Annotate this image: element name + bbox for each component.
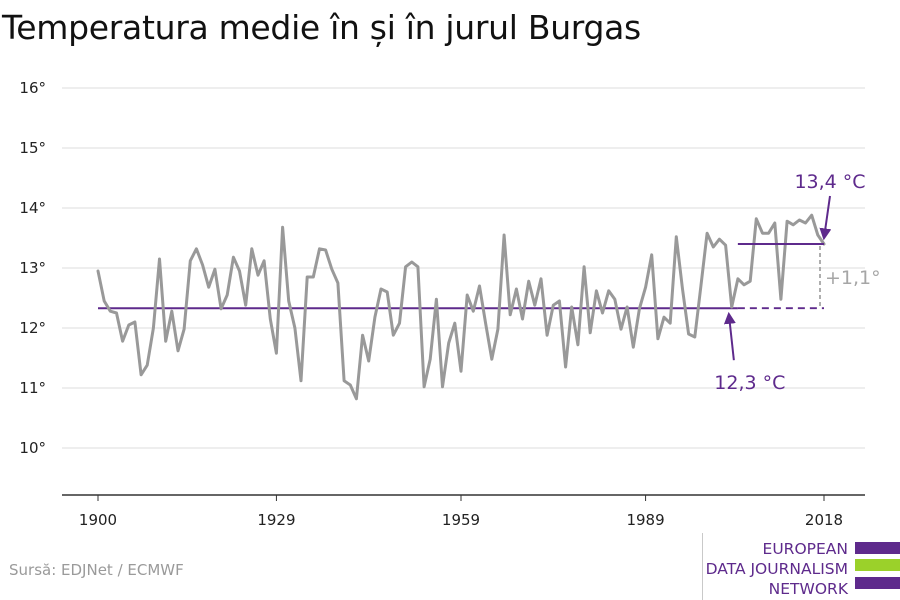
difference-label: +1,1° xyxy=(825,267,881,289)
y-tick-label-13: 13° xyxy=(19,259,46,277)
logo-bar-bottom xyxy=(855,577,900,589)
logo-bar-middle xyxy=(855,559,900,571)
logo-bar-top xyxy=(855,542,900,554)
logo-text: EUROPEAN DATA JOURNALISM NETWORK xyxy=(706,539,848,599)
y-tick-label-14: 14° xyxy=(19,199,46,217)
annotations: +1,1° 12,3 °C 13,4 °C xyxy=(714,171,880,394)
x-tick-label-2018: 2018 xyxy=(805,511,843,529)
temperature-line xyxy=(96,213,826,401)
source-note: Sursă: EDJNet / ECMWF xyxy=(9,561,184,579)
y-tick-label-12: 12° xyxy=(19,319,46,337)
y-tick-label-15: 15° xyxy=(19,139,46,157)
x-tick-label-1989: 1989 xyxy=(626,511,664,529)
y-axis: 10° 11° 12° 13° 14° 15° 16° xyxy=(19,79,46,457)
logo-line-3: NETWORK xyxy=(768,580,848,598)
series-layer xyxy=(96,213,826,401)
logo-line-2: DATA JOURNALISM xyxy=(705,560,848,578)
y-tick-label-11: 11° xyxy=(19,379,46,397)
edjnet-logo: EUROPEAN DATA JOURNALISM NETWORK xyxy=(700,533,900,600)
x-tick-label-1929: 1929 xyxy=(257,511,295,529)
recent-value-label: 13,4 °C xyxy=(794,171,865,193)
logo-divider xyxy=(702,533,703,600)
x-axis: 1900 1929 1959 1989 2018 xyxy=(62,494,865,529)
baseline-value-label: 12,3 °C xyxy=(714,372,785,394)
logo-line-1: EUROPEAN xyxy=(762,540,848,558)
baseline-arrow xyxy=(723,311,736,361)
x-tick-label-1900: 1900 xyxy=(79,511,117,529)
y-tick-label-16: 16° xyxy=(19,79,46,97)
x-tick-label-1959: 1959 xyxy=(442,511,480,529)
y-tick-label-10: 10° xyxy=(19,439,46,457)
recent-arrow xyxy=(819,195,832,241)
page-title: Temperatura medie în și în jurul Burgas xyxy=(2,8,641,47)
